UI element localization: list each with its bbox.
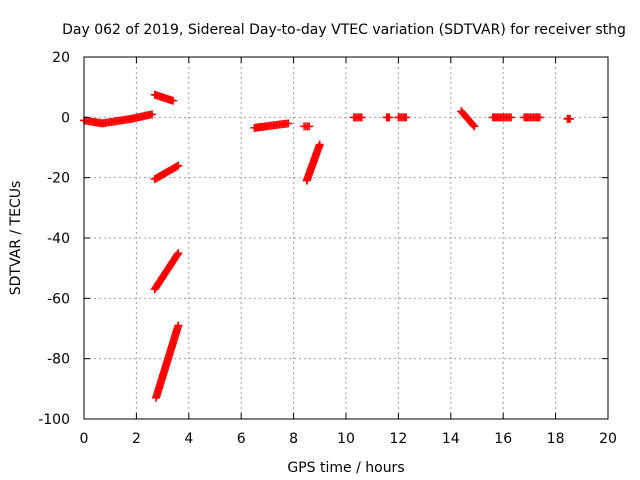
point-cluster [152,321,183,402]
y-tick-label: 20 [52,50,70,66]
point-cluster [302,140,324,185]
y-tick-label: -80 [47,352,70,368]
x-axis-label: GPS time / hours [287,460,404,476]
data-point [173,250,182,259]
x-tick-label: 8 [289,431,298,447]
data-point [469,121,478,130]
point-cluster [127,110,157,123]
x-tick-label: 2 [132,431,141,447]
point-cluster [488,113,516,122]
x-tick-label: 12 [389,431,407,447]
data-point [284,119,293,128]
x-tick-label: 0 [80,431,89,447]
data-point [507,113,516,122]
point-cluster [98,114,136,128]
y-tick-label: 0 [61,110,70,126]
chart-title: Day 062 of 2019, Sidereal Day-to-day VTE… [62,22,626,38]
point-cluster [563,114,575,123]
x-tick-label: 6 [237,431,246,447]
x-tick-label: 14 [442,431,460,447]
point-cluster [150,249,183,294]
x-tick-label: 4 [184,431,193,447]
y-tick-label: -100 [38,412,70,428]
point-cluster [382,113,394,122]
point-cluster [300,122,314,131]
data-point [305,122,314,131]
data-point [169,96,178,105]
axis-ticks: 0 2 4 6 8 10 12 14 16 18 20 -100 -80 -60 -40 -20 0 20 [38,50,617,447]
y-axis-label: SDTVAR / TECUs [8,181,24,296]
data-point [174,321,183,330]
data-point [173,162,182,171]
data-points [80,90,575,402]
x-tick-label: 20 [599,431,617,447]
y-tick-label: -20 [47,171,70,187]
data-point [470,122,479,131]
x-tick-label: 18 [547,431,565,447]
point-cluster [394,113,411,122]
data-point [357,113,366,122]
data-point [535,113,544,122]
point-cluster [457,107,479,131]
point-cluster [349,113,366,122]
point-cluster [250,119,293,132]
x-tick-label: 10 [337,431,355,447]
data-point [566,114,575,123]
data-point [402,113,411,122]
point-cluster [520,113,544,122]
data-point [148,110,157,119]
data-point [174,249,183,258]
data-point [385,113,394,122]
data-point [174,161,183,170]
point-cluster [150,161,183,184]
y-tick-label: -40 [47,231,70,247]
x-tick-label: 16 [494,431,512,447]
y-tick-label: -60 [47,291,70,307]
data-point [315,140,324,149]
point-cluster [150,90,178,105]
